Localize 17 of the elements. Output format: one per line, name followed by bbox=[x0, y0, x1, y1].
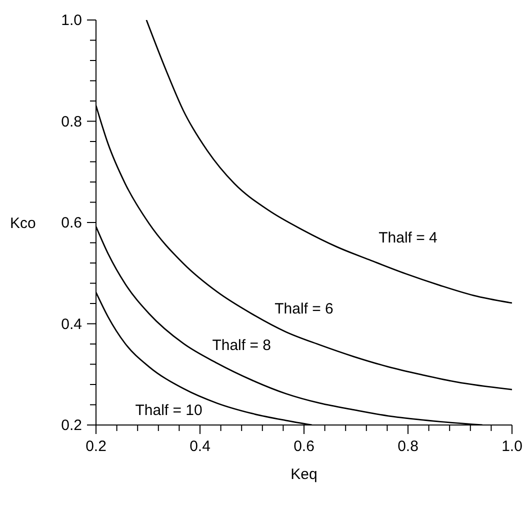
y-axis-title: Kco bbox=[10, 214, 36, 232]
x-tick-label: 0.8 bbox=[398, 438, 418, 455]
line-series bbox=[146, 20, 512, 304]
series-label: Thalf = 8 bbox=[212, 337, 271, 354]
y-tick-label: 0.2 bbox=[61, 417, 82, 434]
x-tick-label: 0.2 bbox=[86, 438, 106, 455]
y-tick-label: 0.6 bbox=[61, 214, 82, 232]
series-label: Thalf = 6 bbox=[274, 300, 334, 318]
y-tick-label: 0.4 bbox=[61, 316, 82, 333]
y-tick-label: 0.8 bbox=[61, 113, 82, 130]
y-tick-label: 1.0 bbox=[61, 12, 82, 29]
x-axis-title: Keq bbox=[290, 466, 318, 483]
series-label: Thalf = 4 bbox=[378, 230, 438, 247]
x-tick-label: 1.0 bbox=[502, 438, 522, 455]
series-label: Thalf = 10 bbox=[135, 402, 202, 419]
x-tick-label: 0.4 bbox=[190, 438, 210, 455]
x-tick-label: 0.6 bbox=[294, 438, 314, 455]
